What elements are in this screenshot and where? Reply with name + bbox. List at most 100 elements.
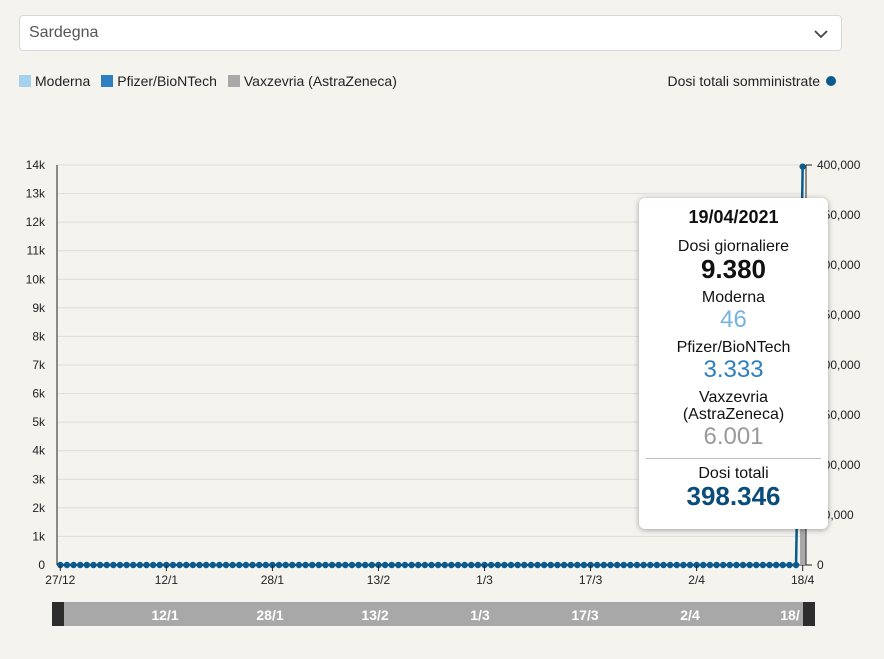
tooltip-total-label: Dosi totali [698, 465, 769, 482]
x-tick-label: 27/12 [45, 573, 75, 587]
legend-label-total-doses: Dosi totali somministrate [667, 73, 821, 89]
total-doses-point [322, 561, 329, 569]
total-doses-point [401, 561, 409, 569]
total-doses-point [706, 561, 714, 569]
total-doses-point [700, 561, 707, 569]
total-doses-point [454, 561, 462, 569]
total-doses-point [143, 561, 150, 569]
total-doses-point [388, 561, 395, 569]
legend-swatch-astrazeneca [227, 75, 240, 87]
total-doses-point [249, 561, 256, 569]
total-doses-point [766, 561, 773, 569]
total-doses-point [216, 561, 223, 569]
total-doses-point [183, 561, 190, 569]
legend-swatch-pfizer [101, 75, 114, 87]
total-doses-point [792, 561, 800, 569]
total-doses-point [348, 561, 356, 569]
x-tick-label: 17/3 [579, 573, 603, 587]
brush-handle-left[interactable] [52, 602, 64, 626]
total-doses-point [759, 561, 767, 569]
total-doses-point [441, 561, 448, 569]
y-tick-label: 8k [32, 329, 46, 343]
total-doses-point [514, 561, 521, 569]
chart-legend: Moderna Pfizer/BioNTech Vaxzevria (Astra… [19, 73, 408, 89]
region-select-value: Sardegna [29, 24, 99, 41]
total-doses-point [428, 561, 435, 569]
total-doses-point [746, 561, 753, 569]
total-doses-point [620, 561, 627, 569]
total-doses-point [90, 561, 97, 569]
total-doses-point [335, 561, 342, 569]
total-doses-point [169, 561, 177, 569]
legend-item-pfizer[interactable]: Pfizer/BioNTech [101, 73, 217, 89]
total-doses-point [627, 561, 634, 569]
total-doses-point [282, 561, 289, 569]
total-doses-point [461, 561, 468, 569]
tooltip-divider [646, 458, 821, 459]
total-doses-point [726, 561, 733, 569]
total-doses-point [156, 561, 163, 569]
total-doses-point [222, 561, 230, 569]
time-range-brush[interactable]: 12/1 28/1 13/2 1/3 17/3 2/4 18/ [52, 602, 815, 626]
legend-item-moderna[interactable]: Moderna [19, 73, 90, 89]
y-tick-label: 3k [32, 472, 46, 486]
total-doses-point [719, 561, 727, 569]
total-doses-point [607, 561, 614, 569]
total-doses-point [633, 561, 641, 569]
x-tick-label: 28/1 [261, 573, 285, 587]
total-doses-point [229, 561, 236, 569]
total-doses-point [434, 561, 442, 569]
total-doses-point [368, 561, 376, 569]
total-doses-point [600, 561, 608, 569]
brush-label: 13/2 [361, 607, 389, 623]
legend-item-total-doses[interactable]: Dosi totali somministrate [667, 73, 836, 89]
y-tick-label: 1k [32, 529, 46, 543]
tooltip-astrazeneca-value: 6.001 [703, 423, 764, 450]
brush-label: 2/4 [680, 607, 700, 623]
total-doses-point [130, 561, 137, 569]
tooltip-moderna-label: Moderna [701, 289, 766, 306]
region-select[interactable]: Sardegna [19, 15, 842, 51]
total-doses-point [468, 561, 475, 569]
total-doses-point [660, 561, 667, 569]
total-doses-point [554, 561, 561, 569]
total-doses-point [534, 561, 541, 569]
total-doses-point [673, 561, 680, 569]
y-tick-label: 5k [32, 415, 46, 429]
total-doses-point [103, 561, 110, 569]
total-doses-point [355, 561, 362, 569]
total-doses-point [275, 561, 283, 569]
total-doses-point [408, 561, 415, 569]
y-tick-label: 11k [27, 244, 46, 258]
total-doses-point [567, 561, 574, 569]
total-doses-point [110, 561, 117, 569]
legend-label-astrazeneca: Vaxzevria (AstraZeneca) [243, 73, 397, 89]
total-doses-point [381, 561, 389, 569]
total-doses-point [96, 561, 104, 569]
tooltip-astrazeneca-label: Vaxzevria [698, 389, 769, 406]
total-doses-point [315, 561, 323, 569]
total-doses-point [507, 561, 515, 569]
y2-tick-label: 0 [817, 558, 824, 572]
legend-label-moderna: Moderna [35, 73, 91, 89]
chevron-down-icon[interactable] [813, 26, 829, 42]
brush-handle-right[interactable] [803, 602, 815, 626]
legend-swatch-moderna [19, 75, 31, 87]
total-doses-point [149, 561, 157, 569]
total-doses-point [328, 561, 336, 569]
legend-item-astrazeneca[interactable]: Vaxzevria (AstraZeneca) [227, 73, 397, 89]
total-doses-point [680, 561, 687, 569]
total-doses-point [196, 561, 203, 569]
data-tooltip: 19/04/2021 Dosi giornaliere 9.380 Modern… [639, 198, 828, 529]
total-doses-point [547, 561, 555, 569]
y-tick-label: 12k [26, 215, 46, 229]
total-doses-point [421, 561, 429, 569]
total-doses-point [136, 561, 144, 569]
x-tick-label: 2/4 [688, 573, 705, 587]
total-doses-point [739, 561, 747, 569]
total-doses-point [289, 561, 296, 569]
total-doses-point [308, 561, 316, 569]
total-doses-point [83, 561, 91, 569]
total-doses-point [487, 561, 495, 569]
total-doses-point [236, 561, 243, 569]
